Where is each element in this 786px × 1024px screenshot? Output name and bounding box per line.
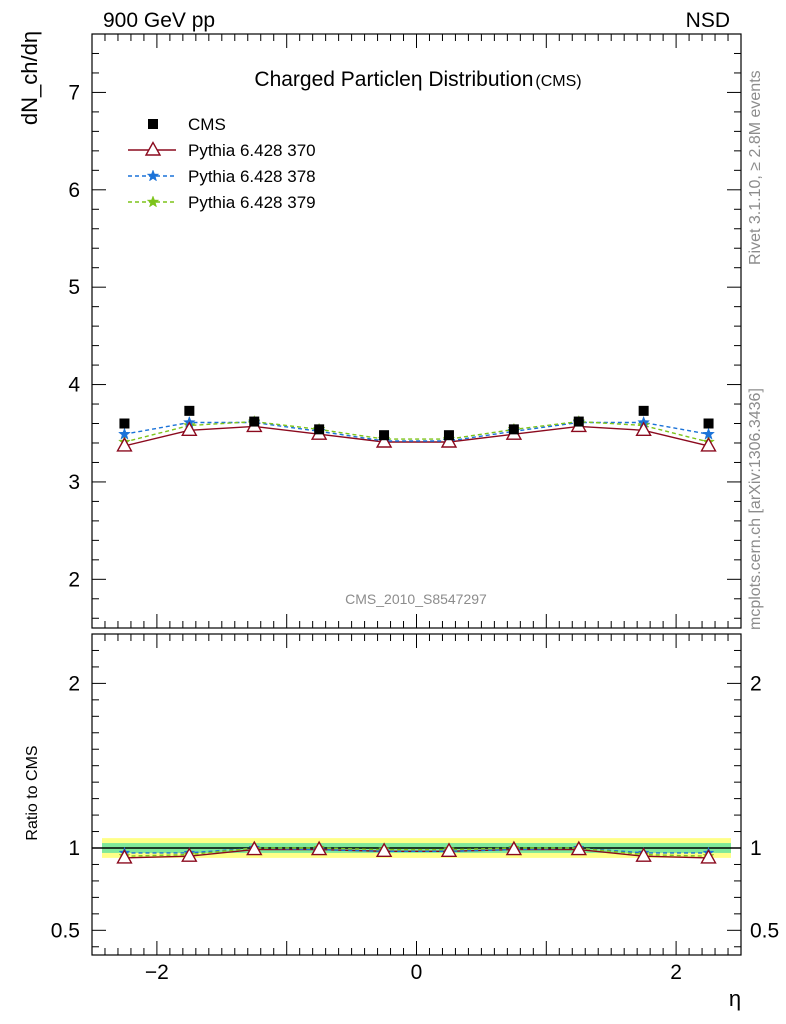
cms-data-point bbox=[184, 405, 195, 416]
mcplots-reference-text: mcplots.cern.ch [arXiv:1306.3436] bbox=[747, 388, 764, 630]
y-tick-label: 3 bbox=[68, 471, 80, 494]
ratio-series-line bbox=[124, 848, 709, 859]
ratio-y-tick-label: 1 bbox=[68, 837, 80, 860]
ratio-triangle-marker bbox=[116, 848, 133, 864]
legend-label: CMS bbox=[188, 115, 226, 134]
x-axis-label: η bbox=[729, 986, 741, 1011]
y-tick-label: 2 bbox=[68, 568, 80, 591]
cms-data-point bbox=[508, 424, 519, 435]
cms-data-point bbox=[573, 416, 584, 427]
triangle-marker-370 bbox=[375, 433, 393, 448]
cms-data-point bbox=[638, 405, 649, 416]
legend-marker-370 bbox=[144, 141, 162, 156]
ratio-y-tick-label-right: 1 bbox=[750, 837, 762, 860]
cms-data-point bbox=[443, 430, 454, 441]
rivet-version-text: Rivet 3.1.10, ≥ 2.8M events bbox=[747, 70, 764, 265]
header-left: 900 GeV pp bbox=[103, 9, 216, 32]
ratio-y-tick-label: 0.5 bbox=[51, 919, 80, 942]
y-tick-label: 4 bbox=[68, 374, 80, 397]
ratio-triangle-marker bbox=[181, 847, 198, 862]
chart-title: Charged Particleη Distribution (CMS) bbox=[254, 68, 581, 91]
triangle-marker-370 bbox=[116, 436, 133, 452]
ratio-panel: 0.5 0.5 1 1 2 2 −2 0 2 η Ratio to CMS bbox=[24, 633, 779, 1011]
ratio-triangle-marker bbox=[375, 842, 393, 857]
main-panel: 2 3 4 5 6 7 dN_ch/dη Charged Particleη Distribu… bbox=[17, 31, 742, 629]
ratio-y-axis-label: Ratio to CMS bbox=[24, 745, 41, 840]
series-line-378 bbox=[124, 421, 709, 442]
y-axis-label: dN_ch/dη bbox=[17, 31, 42, 125]
ratio-y-tick-label-right: 0.5 bbox=[750, 919, 779, 942]
star-marker-378 bbox=[702, 427, 715, 440]
legend-marker-star bbox=[146, 169, 160, 182]
ratio-y-tick-label: 2 bbox=[68, 672, 80, 695]
side-annotations: Rivet 3.1.10, ≥ 2.8M events mcplots.cern.… bbox=[747, 70, 764, 630]
series-line-379 bbox=[124, 420, 709, 443]
analysis-watermark: CMS_2010_S8547297 bbox=[345, 591, 487, 607]
y-tick-label: 7 bbox=[68, 81, 80, 104]
x-tick-label: 2 bbox=[670, 961, 682, 984]
star-marker-378 bbox=[118, 427, 131, 440]
ratio-triangle-marker bbox=[570, 840, 587, 856]
ratio-triangle-marker bbox=[505, 840, 523, 856]
cms-data-point bbox=[379, 430, 390, 441]
triangle-marker-370 bbox=[635, 421, 652, 436]
legend-marker-star bbox=[146, 195, 160, 208]
ratio-triangle-marker bbox=[310, 840, 328, 856]
triangle-marker-370 bbox=[440, 433, 458, 448]
series-line-370 bbox=[124, 425, 709, 447]
triangle-marker-370 bbox=[700, 436, 717, 452]
cms-data-point bbox=[249, 416, 260, 427]
y-tick-label: 5 bbox=[68, 276, 80, 299]
ratio-triangle-marker bbox=[700, 848, 717, 864]
chart-title-suffix: (CMS) bbox=[535, 73, 581, 90]
ratio-triangle-marker bbox=[635, 847, 652, 862]
x-tick-label: 0 bbox=[411, 961, 423, 984]
legend-label: Pythia 6.428 378 bbox=[188, 167, 316, 186]
triangle-marker-370 bbox=[181, 421, 198, 436]
cms-data-point bbox=[314, 424, 325, 435]
ratio-y-tick-label-right: 2 bbox=[750, 672, 762, 695]
cms-data-point bbox=[703, 418, 714, 429]
legend-label: Pythia 6.428 379 bbox=[188, 193, 316, 212]
ratio-frame bbox=[91, 633, 742, 956]
x-tick-label: −2 bbox=[145, 961, 169, 984]
header-right: NSD bbox=[685, 9, 730, 32]
ratio-triangle-marker bbox=[246, 840, 263, 856]
y-tick-label: 6 bbox=[68, 179, 80, 202]
cms-data-point bbox=[119, 418, 130, 429]
legend-label: Pythia 6.428 370 bbox=[188, 141, 316, 160]
legend-marker-cms bbox=[148, 119, 158, 129]
ratio-triangle-marker bbox=[440, 842, 458, 857]
